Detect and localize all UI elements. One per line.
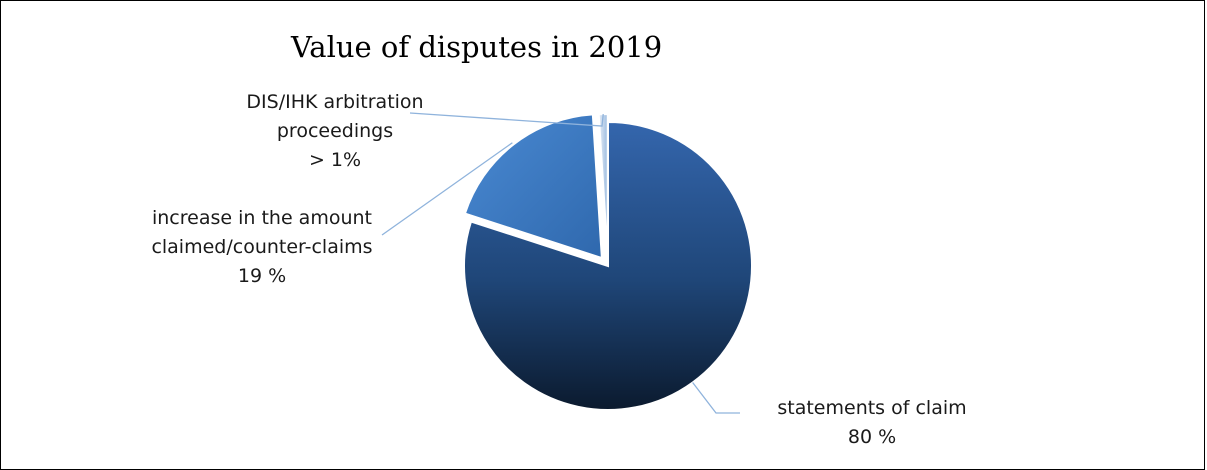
slice-label-value: > 1% (308, 149, 362, 171)
slice-label-value: 80 % (847, 426, 897, 448)
slice-dis-ihk (597, 113, 609, 259)
slice-label-name: statements of claim (777, 397, 967, 419)
slice-label-name-line: increase in the amount (151, 207, 372, 229)
slice-label-dis-ihk: DIS/IHK arbitration proceedings > 1% (190, 88, 480, 175)
leader-line-statements-of-claim (692, 382, 740, 414)
slice-statements-of-claim (463, 120, 753, 411)
chart-title: Value of disputes in 2019 (291, 30, 663, 64)
slice-label-name-line: proceedings (276, 120, 394, 142)
slice-label-name-line: claimed/counter-claims (151, 236, 373, 258)
slice-label-statements-of-claim: statements of claim 80 % (740, 394, 1004, 452)
slice-label-name-line: DIS/IHK arbitration (246, 91, 424, 113)
slice-label-value: 19 % (237, 265, 287, 287)
leader-lines (381, 112, 740, 414)
leader-line-increase-claimed (381, 142, 513, 236)
slice-increase-claimed (463, 113, 603, 260)
leader-line-dis-ihk (409, 112, 604, 127)
pie-slices (463, 113, 753, 411)
slice-label-increase-claimed: increase in the amount claimed/counter-c… (112, 204, 412, 291)
